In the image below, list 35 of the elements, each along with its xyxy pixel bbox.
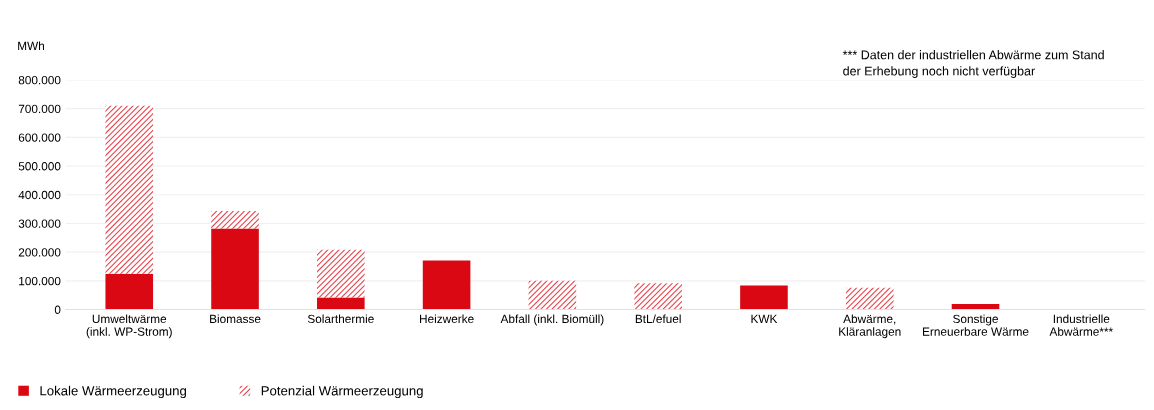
bar (211, 228, 259, 310)
y-tick-label: 300.000 (18, 219, 61, 228)
legend-label: Lokale Wärmeerzeugung (40, 385, 186, 399)
bar (105, 105, 154, 274)
x-tick-label: KWK (751, 314, 778, 323)
bar (951, 304, 1000, 310)
bar (317, 249, 365, 298)
bar (740, 285, 788, 310)
y-tick-label: 500.000 (18, 162, 61, 171)
y-tick-label: 0 (54, 305, 61, 314)
x-tick-label: BtL/efuel (635, 314, 681, 324)
x-tick-label: Solarthermie (307, 314, 374, 324)
text: *** Daten der industriellen Abwärme zum Stand der Erhebung noch nicht verfügbar (842, 50, 1104, 78)
x-tick-label: Industrielle Abwärme*** (1049, 314, 1113, 336)
bar (105, 273, 154, 310)
bar (211, 211, 259, 229)
y-tick-label: 600.000 (18, 133, 61, 142)
x-tick-label: Biomasse (210, 314, 261, 324)
y-axis-title: MWh (18, 41, 44, 50)
x-tick-label: Heizwerke (420, 314, 474, 324)
y-tick-label: 800.000 (18, 75, 61, 85)
y-tick-label: 700.000 (18, 104, 61, 114)
x-tick-label: Sonstige Erneuerbare Wärme (923, 314, 1029, 336)
bar (317, 297, 365, 310)
legend-label: Potenzial Wärmeerzeugung (261, 385, 423, 399)
y-tick-label: 200.000 (18, 248, 61, 257)
x-tick-label: Umweltwärme (inkl. WP-Strom) (86, 314, 172, 339)
x-tick-label: Abwärme, Kläranlagen (839, 314, 901, 339)
y-tick-label: 400.000 (18, 190, 61, 200)
bar (634, 283, 682, 310)
bar (528, 280, 577, 310)
x-tick-label: Abfall (inkl. Biomüll) (500, 314, 604, 326)
y-tick-label: 100.000 (19, 276, 61, 286)
bar (422, 260, 471, 310)
bar (845, 287, 894, 310)
